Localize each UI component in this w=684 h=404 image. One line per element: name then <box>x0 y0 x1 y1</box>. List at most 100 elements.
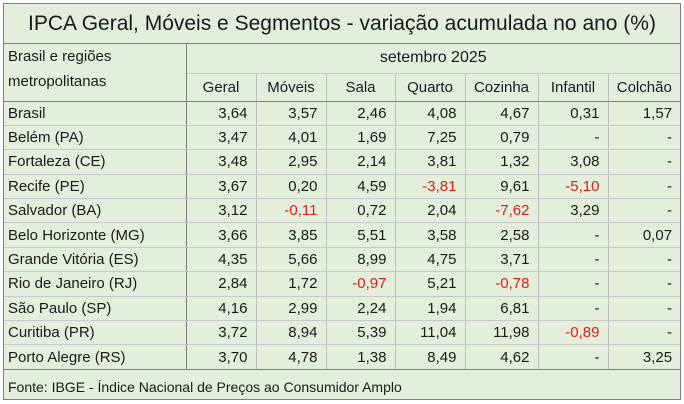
value-cell: -0,78 <box>465 271 539 297</box>
value-cell: 3,72 <box>186 320 257 346</box>
value-cell: 1,32 <box>465 149 539 175</box>
value-cell: 7,25 <box>395 125 466 151</box>
value-cell: 3,71 <box>465 247 539 273</box>
value-cell: 5,66 <box>256 247 327 273</box>
table-title: IPCA Geral, Móveis e Segmentos - variaçã… <box>4 4 680 44</box>
value-cell: 4,59 <box>326 174 396 200</box>
value-cell: 6,81 <box>465 296 539 322</box>
column-header: Cozinha <box>465 73 539 102</box>
value-cell: 1,94 <box>395 296 466 322</box>
value-cell: 8,94 <box>256 320 327 346</box>
value-cell: 4,75 <box>395 247 466 273</box>
table-body: Brasil 3,64 3,57 2,46 4,08 4,67 0,31 1,57 Belém … <box>4 101 681 370</box>
value-cell: - <box>608 320 681 346</box>
header-row-period: Brasil e regiões metropolitanas setembro… <box>4 44 681 102</box>
value-cell: -0,11 <box>256 198 327 224</box>
value-cell: 0,31 <box>538 101 609 126</box>
value-cell: 9,61 <box>465 174 539 200</box>
region-cell: Belém (PA) <box>4 125 187 151</box>
value-cell: 3,70 <box>186 344 257 370</box>
ipca-table: Brasil e regiões metropolitanas setembro… <box>4 44 681 370</box>
value-cell: 4,62 <box>465 344 539 370</box>
value-cell: - <box>538 296 609 322</box>
region-cell: Brasil <box>4 101 187 126</box>
value-cell: 2,58 <box>465 222 539 248</box>
value-cell: 3,48 <box>186 149 257 175</box>
value-cell: 4,08 <box>395 101 466 126</box>
value-cell: 1,72 <box>256 271 327 297</box>
value-cell: 5,21 <box>395 271 466 297</box>
value-cell: 4,01 <box>256 125 327 151</box>
region-cell: Rio de Janeiro (RJ) <box>4 271 187 297</box>
value-cell: -7,62 <box>465 198 539 224</box>
table-row: Belo Horizonte (MG) 3,66 3,85 5,51 3,58 2,58-… <box>4 222 681 248</box>
value-cell: 3,81 <box>395 149 466 175</box>
table-row: Salvador (BA) 3,12 -0,11 0,72 2,04 -7,62 3,29- <box>4 198 681 224</box>
value-cell: -0,89 <box>538 320 609 346</box>
value-cell: 3,85 <box>256 222 327 248</box>
value-cell: - <box>538 222 609 248</box>
value-cell: 0,72 <box>326 198 396 224</box>
value-cell: -5,10 <box>538 174 609 200</box>
value-cell: 3,57 <box>256 101 327 126</box>
value-cell: - <box>538 344 609 370</box>
period-header: setembro 2025 <box>186 44 681 74</box>
value-cell: 2,14 <box>326 149 396 175</box>
value-cell: - <box>608 247 681 273</box>
value-cell: 8,49 <box>395 344 466 370</box>
source-note: Fonte: IBGE - Índice Nacional de Preços … <box>8 379 402 395</box>
table-row: Brasil 3,64 3,57 2,46 4,08 4,67 0,31 1,57 <box>4 101 681 126</box>
value-cell: - <box>608 174 681 200</box>
value-cell: 3,67 <box>186 174 257 200</box>
table-row: Belém (PA) 3,47 4,01 1,69 7,25 0,79- - <box>4 125 681 151</box>
value-cell: 4,35 <box>186 247 257 273</box>
column-header: Sala <box>326 73 396 102</box>
value-cell: 3,25 <box>608 344 681 370</box>
value-cell: 0,07 <box>608 222 681 248</box>
table-row: Rio de Janeiro (RJ) 2,84 1,72 -0,97 5,21 -0,7… <box>4 271 681 297</box>
value-cell: 2,24 <box>326 296 396 322</box>
value-cell: 2,46 <box>326 101 396 126</box>
value-cell: 3,47 <box>186 125 257 151</box>
value-cell: - <box>608 296 681 322</box>
region-cell: Belo Horizonte (MG) <box>4 222 187 248</box>
column-header: Geral <box>186 73 257 102</box>
value-cell: 4,78 <box>256 344 327 370</box>
table-panel: IPCA Geral, Móveis e Segmentos - variaçã… <box>3 3 681 400</box>
value-cell: 5,51 <box>326 222 396 248</box>
value-cell: 3,29 <box>538 198 609 224</box>
value-cell: 1,69 <box>326 125 396 151</box>
value-cell: - <box>608 198 681 224</box>
value-cell: 3,12 <box>186 198 257 224</box>
column-header: Quarto <box>395 73 466 102</box>
value-cell: 2,04 <box>395 198 466 224</box>
column-header: Infantil <box>538 73 609 102</box>
value-cell: 0,20 <box>256 174 327 200</box>
value-cell: 4,16 <box>186 296 257 322</box>
value-cell: 4,67 <box>465 101 539 126</box>
value-cell: - <box>538 125 609 151</box>
region-cell: Grande Vitória (ES) <box>4 247 187 273</box>
table-row: Curitiba (PR) 3,72 8,94 5,39 11,04 11,98 -0,89… <box>4 320 681 346</box>
table-row: Porto Alegre (RS) 3,70 4,78 1,38 8,49 4,62-3,… <box>4 344 681 370</box>
value-cell: 3,64 <box>186 101 257 126</box>
value-cell: 8,99 <box>326 247 396 273</box>
column-header: Colchão <box>608 73 681 102</box>
value-cell: 1,57 <box>608 101 681 126</box>
value-cell: 2,99 <box>256 296 327 322</box>
value-cell: 3,08 <box>538 149 609 175</box>
value-cell: 2,95 <box>256 149 327 175</box>
value-cell: - <box>608 271 681 297</box>
region-column-header: Brasil e regiões metropolitanas <box>4 44 187 102</box>
region-cell: Recife (PE) <box>4 174 187 200</box>
value-cell: -0,97 <box>326 271 396 297</box>
region-cell: Fortaleza (CE) <box>4 149 187 175</box>
value-cell: 2,84 <box>186 271 257 297</box>
value-cell: 3,58 <box>395 222 466 248</box>
value-cell: - <box>608 149 681 175</box>
region-cell: Curitiba (PR) <box>4 320 187 346</box>
value-cell: 3,66 <box>186 222 257 248</box>
value-cell: 5,39 <box>326 320 396 346</box>
table-row: Recife (PE) 3,67 0,20 4,59 -3,81 9,61 -5,10- <box>4 174 681 200</box>
table-row: Grande Vitória (ES) 4,35 5,66 8,99 4,75 3,71 -… <box>4 247 681 273</box>
